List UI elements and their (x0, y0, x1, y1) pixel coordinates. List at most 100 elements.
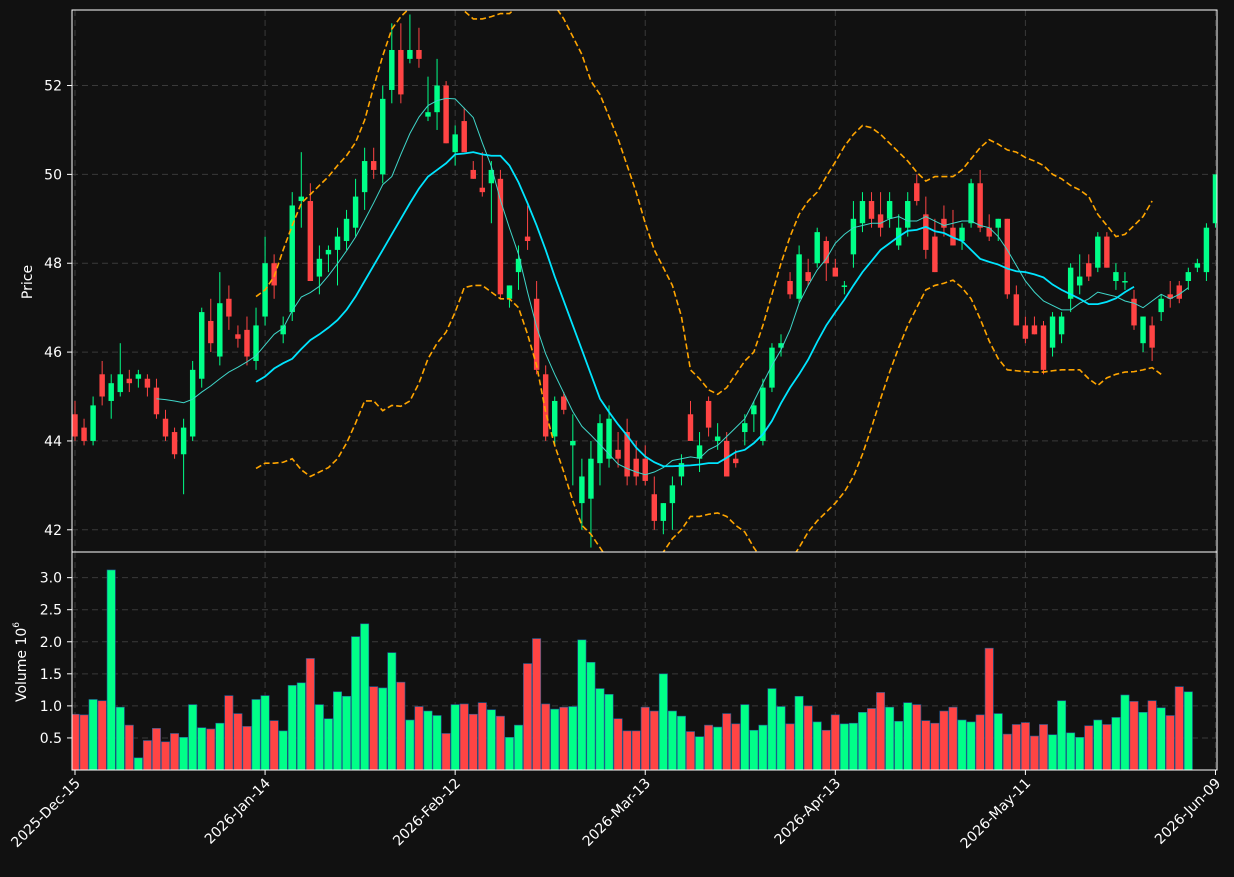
candle (651, 476, 658, 530)
candle (1022, 316, 1029, 344)
candle-body (651, 494, 658, 521)
volume-axis-label-text: Volume (14, 650, 30, 702)
candles (72, 14, 1217, 548)
volume-bar (79, 714, 89, 770)
volume-bar (72, 713, 80, 770)
candle-body (434, 85, 440, 113)
candle (325, 245, 332, 273)
volume-bar (224, 695, 234, 770)
candle-body (72, 414, 78, 437)
candle (995, 218, 1001, 242)
volume-bar (957, 719, 967, 770)
candle-body (416, 49, 422, 59)
candle-body (1113, 272, 1119, 281)
candle (135, 369, 142, 388)
candle (977, 169, 983, 233)
candle-body (470, 169, 476, 179)
price-panel: 42 44 46 48 50 52 (44, 9, 1218, 553)
candle-body (597, 423, 603, 464)
volume-bar (894, 720, 904, 770)
candle (1013, 285, 1020, 326)
volume-bar (88, 699, 98, 770)
volume-bar (984, 647, 994, 770)
volume-bar (278, 730, 288, 770)
volume-bar (124, 724, 134, 770)
candle (1067, 263, 1074, 313)
candle (959, 223, 965, 250)
candle (932, 218, 938, 273)
volume-bar (405, 719, 415, 770)
candle (950, 209, 956, 246)
candle (1104, 232, 1110, 268)
volume-bar (912, 704, 922, 770)
candle-body (126, 378, 133, 384)
candle (370, 147, 377, 179)
candle-body (171, 432, 178, 455)
volume-bar (948, 706, 958, 770)
candle-body (1185, 272, 1192, 281)
x-tick-label: 2025-Dec-15 (8, 776, 83, 851)
candle-body (99, 374, 105, 397)
candle-body (733, 458, 739, 464)
candle (126, 369, 133, 393)
candle-body (343, 218, 350, 242)
candle-body (1095, 236, 1101, 268)
candle-body (742, 423, 748, 433)
candle-body (760, 387, 766, 441)
volume-bar (1020, 722, 1030, 770)
volume-bar (667, 710, 677, 770)
candle-body (1040, 325, 1047, 370)
candle (208, 298, 214, 353)
candle (389, 23, 395, 104)
candle (850, 201, 857, 268)
candle (72, 400, 78, 441)
volume-bar (1111, 717, 1121, 770)
candle (1040, 320, 1047, 375)
volume-bar (1002, 733, 1012, 770)
candle (425, 76, 431, 122)
candle-body (81, 427, 87, 441)
candle-body (977, 183, 983, 228)
candle-body (443, 85, 449, 144)
candle (1140, 316, 1146, 353)
candle (117, 343, 123, 397)
candle-body (1140, 316, 1146, 344)
candle-body (1022, 325, 1029, 339)
x-tick-label: 2026-May-11 (958, 776, 1035, 853)
candle-body (923, 214, 929, 250)
candle (217, 272, 223, 366)
volume-bar (631, 730, 641, 770)
candle (226, 285, 232, 330)
candle (452, 125, 458, 166)
candle (941, 205, 947, 237)
candle (877, 192, 884, 237)
candle-body (1031, 325, 1038, 335)
candle (1212, 174, 1217, 228)
candle-body (859, 201, 866, 224)
candle-body (334, 236, 341, 250)
volume-bar (1066, 732, 1076, 770)
volume-bar (414, 706, 424, 770)
candle-body (144, 378, 151, 388)
volume-bar (477, 702, 487, 770)
candle (769, 343, 775, 393)
candle-body (705, 400, 712, 428)
candle (506, 285, 513, 308)
candle-body (135, 374, 142, 379)
volume-bar (649, 710, 659, 770)
volume-bar (1048, 734, 1058, 770)
candle (253, 307, 259, 370)
candle-body (579, 476, 585, 504)
candle (343, 209, 350, 250)
lower-band-line (255, 279, 1162, 552)
candle-body (1158, 298, 1164, 313)
candle-body (117, 374, 123, 393)
volume-bar (830, 714, 840, 770)
volume-bar (215, 722, 225, 770)
indicator-lines (156, 10, 1189, 552)
volume-bar (179, 736, 189, 770)
volume-bar (939, 710, 949, 770)
volume-bar (541, 703, 551, 770)
volume-bar (133, 757, 143, 770)
volume-bar (1138, 711, 1148, 770)
